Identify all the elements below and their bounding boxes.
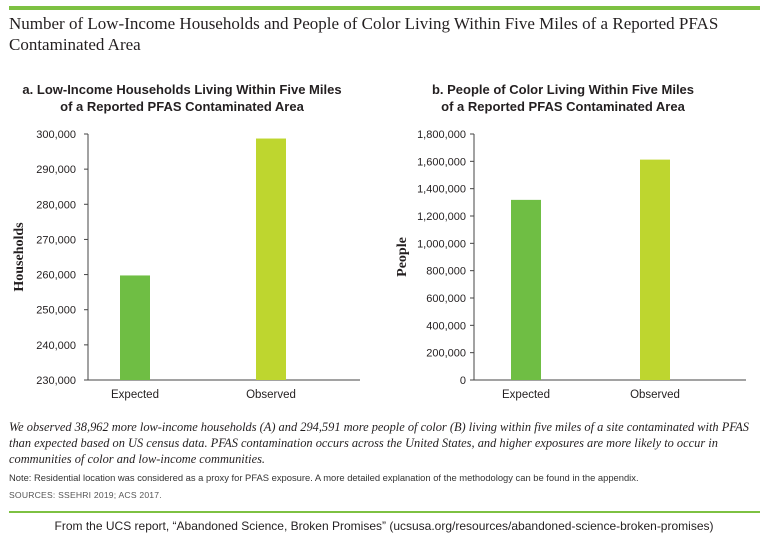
methodology-note: Note: Residential location was considere… <box>9 472 639 483</box>
chart-a-y-tick-label: 250,000 <box>36 305 76 317</box>
chart-b-y-tick-label: 1,800,000 <box>417 129 466 141</box>
chart-a-y-tick-label: 240,000 <box>36 340 76 352</box>
chart-a-y-tick-label: 280,000 <box>36 199 76 211</box>
chart-b-y-tick-label: 1,200,000 <box>417 211 466 223</box>
chart-b-y-tick-label: 0 <box>460 375 466 387</box>
chart-b-y-tick-label: 200,000 <box>426 348 466 360</box>
chart-a-title-line: a. Low-Income Households Living Within F… <box>22 82 341 97</box>
chart-b-category-label: Expected <box>502 389 550 401</box>
chart-b-y-tick-label: 1,000,000 <box>417 238 466 250</box>
top-rule <box>9 6 760 10</box>
chart-a-y-tick-label: 230,000 <box>36 375 76 387</box>
chart-a-y-tick-label: 300,000 <box>36 129 76 141</box>
bar-charts: a. Low-Income Households Living Within F… <box>12 82 746 401</box>
figure-title: Number of Low-Income Households and Peop… <box>9 14 719 54</box>
chart-a-bar-observed <box>256 138 286 380</box>
chart-b-bar-expected <box>511 199 541 380</box>
chart-a-bar-expected <box>120 275 150 380</box>
chart-b-title-line: b. People of Color Living Within Five Mi… <box>432 82 694 97</box>
sources-line: SOURCES: SSEHRI 2019; ACS 2017. <box>9 490 162 500</box>
chart-b-title-line: of a Reported PFAS Contaminated Area <box>441 99 685 114</box>
chart-a-category-label: Observed <box>246 389 296 401</box>
chart-a-y-tick-label: 270,000 <box>36 234 76 246</box>
chart-a-category-label: Expected <box>111 389 159 401</box>
chart-b-y-tick-label: 1,600,000 <box>417 156 466 168</box>
chart-b-y-tick-label: 800,000 <box>426 266 466 278</box>
chart-a-y-tick-label: 290,000 <box>36 164 76 176</box>
chart-a-y-tick-label: 260,000 <box>36 270 76 282</box>
bottom-rule <box>9 511 760 513</box>
report-footer: From the UCS report, “Abandoned Science,… <box>54 519 714 533</box>
chart-b-y-axis-label: People <box>395 237 410 277</box>
chart-b-bar-observed <box>640 159 670 380</box>
chart-b-y-tick-label: 400,000 <box>426 320 466 332</box>
figure-caption: We observed 38,962 more low-income house… <box>9 420 749 466</box>
chart-b-y-tick-label: 1,400,000 <box>417 184 466 196</box>
chart-b-category-label: Observed <box>630 389 680 401</box>
chart-a-title-line: of a Reported PFAS Contaminated Area <box>60 99 304 114</box>
chart-b-y-tick-label: 600,000 <box>426 293 466 305</box>
chart-a-y-axis-label: Households <box>12 222 27 292</box>
